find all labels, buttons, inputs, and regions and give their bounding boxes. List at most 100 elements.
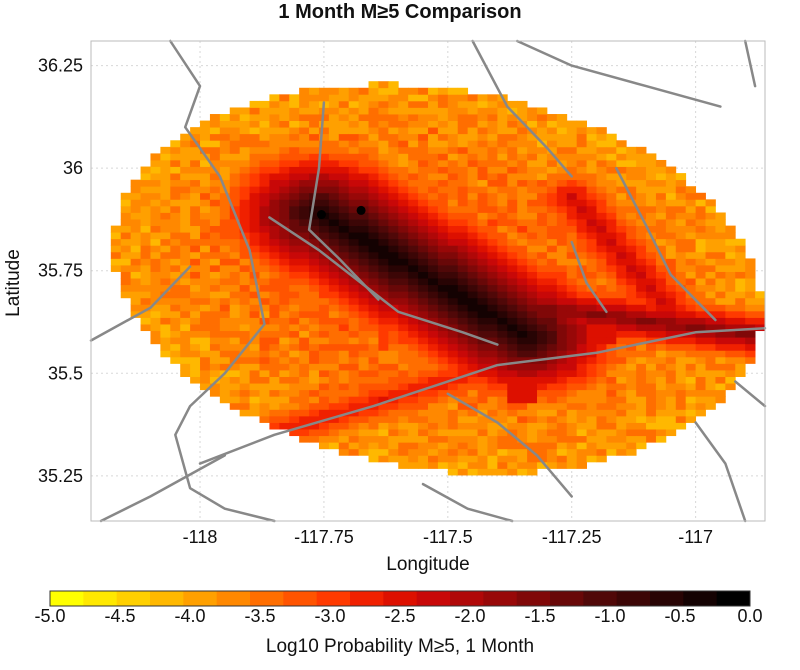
heatmap-cell: [457, 291, 469, 299]
heatmap-cell: [398, 133, 409, 141]
heatmap-cell: [269, 389, 280, 397]
heatmap-cell: [388, 159, 399, 167]
heatmap-cell: [418, 356, 429, 364]
heatmap-cell: [517, 350, 528, 358]
heatmap-cell: [537, 304, 548, 312]
heatmap-cell: [715, 251, 726, 259]
heatmap-cell: [249, 232, 260, 240]
heatmap-cell: [537, 343, 548, 351]
heatmap-cell: [576, 284, 587, 292]
heatmap-cell: [368, 120, 379, 128]
heatmap-cell: [655, 343, 667, 351]
heatmap-cell: [527, 468, 538, 476]
heatmap-cell: [408, 461, 419, 469]
heatmap-cell: [318, 402, 330, 410]
heatmap-cell: [309, 429, 320, 437]
heatmap-cell: [170, 324, 181, 332]
heatmap-cell: [160, 350, 171, 358]
heatmap-cell: [556, 238, 568, 246]
heatmap-cell: [695, 212, 706, 220]
heatmap-cell: [537, 265, 548, 272]
heatmap-cell: [715, 389, 726, 397]
heatmap-cell: [477, 350, 488, 358]
heatmap-cell: [586, 304, 597, 312]
heatmap-cell: [289, 415, 300, 423]
heatmap-cell: [546, 133, 558, 141]
heatmap-cell: [299, 284, 310, 292]
heatmap-cell: [566, 409, 578, 417]
heatmap-cell: [358, 330, 369, 338]
heatmap-cell: [527, 291, 538, 299]
heatmap-cell: [636, 238, 647, 246]
heatmap-cell: [259, 376, 270, 384]
heatmap-cell: [556, 337, 568, 345]
heatmap-cell: [715, 370, 726, 377]
heatmap-cell: [338, 166, 350, 174]
heatmap-cell: [477, 146, 488, 154]
heatmap-cell: [200, 186, 211, 194]
heatmap-cell: [745, 350, 756, 358]
heatmap-cell: [180, 337, 191, 345]
heatmap-cell: [418, 396, 429, 404]
heatmap-cell: [487, 343, 498, 351]
heatmap-cell: [279, 271, 290, 279]
heatmap-cell: [348, 356, 360, 364]
heatmap-cell: [566, 127, 578, 135]
heatmap-cell: [229, 107, 241, 115]
heatmap-cell: [497, 337, 508, 345]
heatmap-cell: [537, 435, 548, 443]
heatmap-cell: [447, 310, 459, 318]
heatmap-cell: [110, 232, 122, 240]
heatmap-cell: [685, 199, 697, 207]
heatmap-cell: [675, 356, 687, 364]
heatmap-cell: [348, 330, 360, 338]
heatmap-cell: [745, 271, 756, 279]
heatmap-cell: [457, 402, 469, 410]
colorbar-tick-label: 0.0: [737, 606, 762, 626]
heatmap-cell: [378, 324, 389, 332]
heatmap-cell: [447, 448, 459, 456]
heatmap-cell: [170, 179, 181, 187]
heatmap-cell: [566, 186, 578, 194]
heatmap-cell: [437, 258, 449, 266]
heatmap-cell: [636, 278, 647, 286]
heatmap-cell: [269, 304, 280, 312]
heatmap-cell: [457, 100, 469, 108]
heatmap-cell: [685, 363, 697, 371]
heatmap-cell: [180, 297, 191, 305]
heatmap-cell: [428, 225, 439, 233]
heatmap-cell: [289, 225, 300, 233]
heatmap-cell: [457, 350, 469, 358]
heatmap-cell: [318, 114, 330, 121]
heatmap-cell: [170, 297, 181, 305]
heatmap-cell: [636, 192, 647, 200]
heatmap-cell: [239, 304, 250, 312]
heatmap-cell: [239, 356, 250, 364]
heatmap-cell: [487, 120, 498, 128]
heatmap-cell: [388, 310, 399, 318]
heatmap-cell: [457, 140, 469, 148]
heatmap-cell: [309, 350, 320, 358]
heatmap-cell: [497, 409, 508, 417]
heatmap-cell: [447, 107, 459, 115]
heatmap-cell: [130, 238, 141, 246]
heatmap-cell: [299, 212, 310, 220]
heatmap-cell: [467, 442, 478, 450]
heatmap-cell: [546, 422, 558, 430]
heatmap-cell: [626, 317, 637, 325]
heatmap-cell: [606, 370, 617, 377]
heatmap-cell: [566, 258, 578, 266]
heatmap-cell: [437, 140, 449, 148]
heatmap-cell: [408, 324, 419, 332]
heatmap-cell: [685, 389, 697, 397]
heatmap-cell: [299, 415, 310, 423]
heatmap-cell: [388, 166, 399, 174]
heatmap-cell: [190, 173, 201, 181]
heatmap-cell: [328, 284, 340, 292]
heatmap-cell: [705, 343, 716, 351]
heatmap-cell: [150, 153, 161, 161]
heatmap-cell: [428, 179, 439, 187]
heatmap-cell: [328, 225, 340, 233]
heatmap-cell: [348, 304, 360, 312]
heatmap-cell: [507, 455, 518, 463]
